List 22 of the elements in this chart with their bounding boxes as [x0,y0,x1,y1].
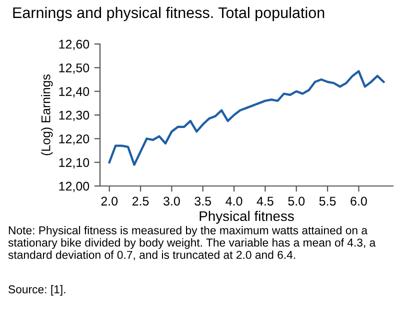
y-tick-label: 12,20 [59,134,90,145]
y-tick-label: 12,40 [59,87,90,98]
source-note: Source: [1]. [8,285,66,296]
y-tick-label: 12,30 [59,110,90,122]
y-tick-label: 12,50 [59,63,90,74]
x-tick-label: 3.0 [163,196,180,206]
y-axis-title: (Log) Earnings [41,74,53,156]
x-tick-label: 6.0 [350,196,367,206]
x-tick-label: 5.0 [288,196,305,206]
y-tick-label: 12,10 [59,158,90,168]
x-tick-label: 2.0 [101,196,118,206]
x-tick-label: 4.5 [256,196,274,206]
x-tick-label: 5.5 [319,196,336,206]
y-tick-label: 12,00 [59,182,90,192]
x-tick-label: 4.0 [226,196,242,206]
chart-title: Earnings and physical fitness. Total population [13,6,324,22]
x-tick-label: 3.5 [194,196,212,206]
x-tick-label: 2.5 [132,196,149,206]
line-series [108,70,385,166]
y-tick-label: 12,60 [59,40,90,50]
text: Note: Physical fitness is measured by the maximum watts attained on a stationary bike divided by body weight. The variable has a mean of 4.3, a standard deviation of 0.7, and is truncated at 2.0 and 6.4. [8,226,376,260]
x-axis-title: Physical fitness [200,210,294,224]
